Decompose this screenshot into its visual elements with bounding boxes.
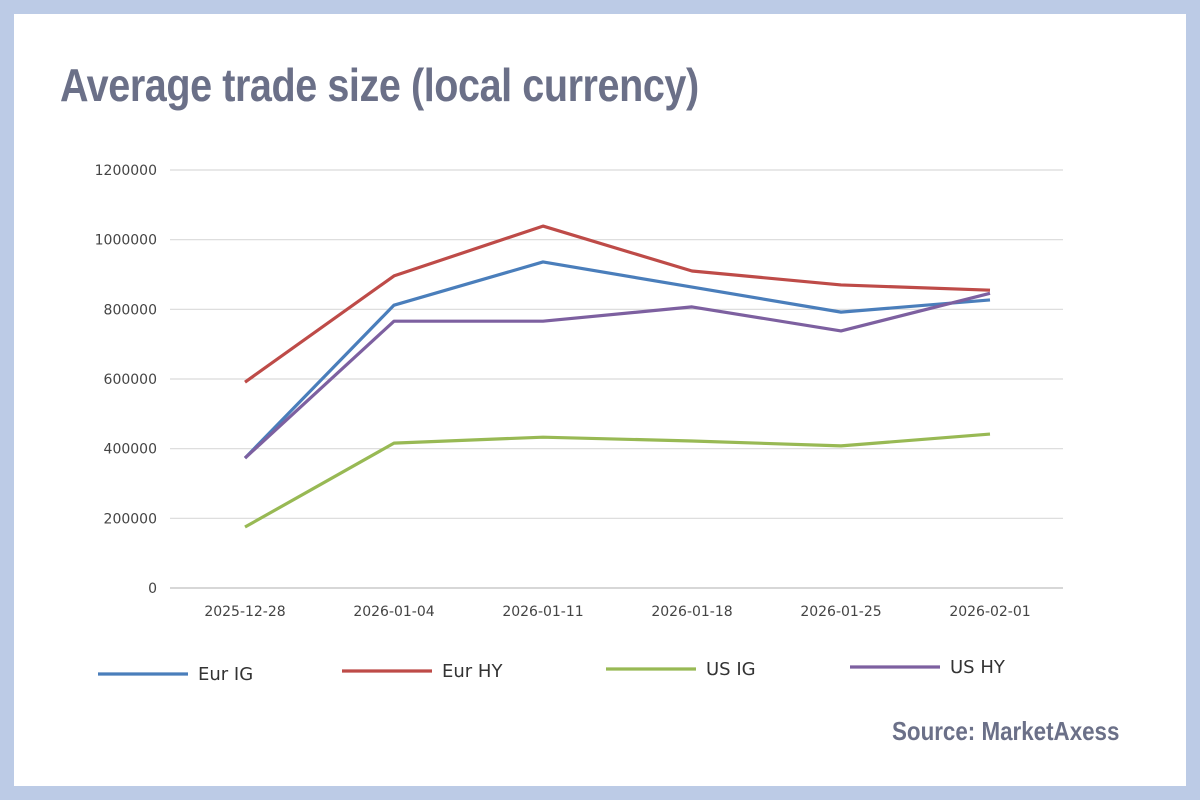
series-line-us-ig	[244, 432, 991, 529]
legend-label: Eur HY	[442, 661, 503, 682]
series-line-eur-ig	[243, 260, 991, 460]
chart-card	[14, 14, 1186, 786]
x-tick-label: 2026-02-01	[949, 604, 1030, 620]
y-tick-label: 400000	[104, 442, 157, 458]
y-tick-label: 0	[148, 581, 157, 597]
series-line-eur-hy	[244, 224, 991, 384]
y-tick-label: 600000	[104, 372, 157, 388]
legend-label: US HY	[950, 657, 1006, 678]
legend-label: US IG	[706, 659, 756, 680]
y-tick-label: 200000	[104, 511, 157, 527]
source-note: Source: MarketAxess	[892, 716, 1120, 746]
x-tick-label: 2026-01-25	[800, 604, 881, 620]
y-tick-label: 800000	[104, 302, 157, 318]
x-tick-label: 2026-01-11	[502, 604, 583, 620]
y-tick-label: 1200000	[95, 163, 157, 179]
x-tick-label: 2025-12-28	[204, 604, 285, 620]
legend-label: Eur IG	[198, 664, 253, 685]
x-tick-label: 2026-01-18	[651, 604, 732, 620]
chart-title: Average trade size (local currency)	[60, 59, 699, 111]
x-tick-label: 2026-01-04	[353, 604, 434, 620]
series-line-us-hy	[243, 291, 991, 460]
y-tick-label: 1000000	[95, 233, 157, 249]
